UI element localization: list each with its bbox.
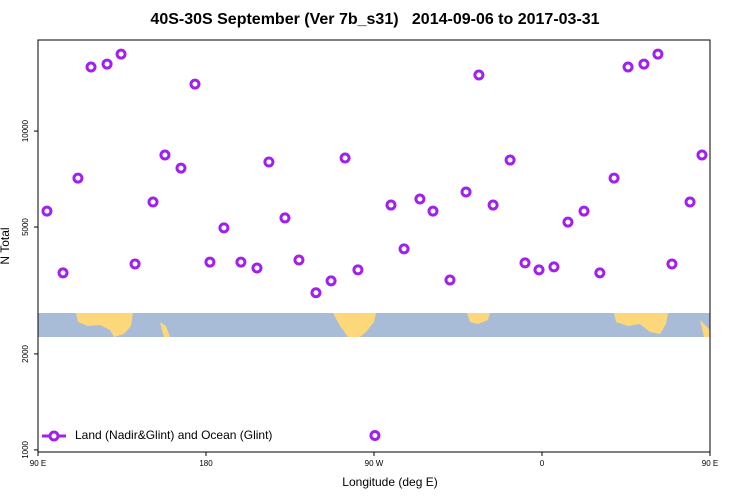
- y-tick-label: 5000: [21, 218, 30, 236]
- point: [473, 69, 485, 81]
- point: [533, 264, 545, 276]
- point: [129, 258, 141, 270]
- chart-title: 40S-30S September (Ver 7b_s31) 2014-09-0…: [150, 11, 599, 28]
- point: [460, 186, 472, 198]
- point: [147, 196, 159, 208]
- legend-label: Land (Nadir&Glint) and Ocean (Glint): [75, 428, 272, 442]
- point: [398, 243, 410, 255]
- point: [414, 193, 426, 205]
- point: [85, 61, 97, 73]
- x-tick-label: 90 E: [30, 459, 46, 468]
- point: [115, 48, 127, 60]
- point: [652, 48, 664, 60]
- y-axis-label: N Total: [0, 227, 12, 264]
- map-strip: [38, 313, 710, 337]
- point: [684, 196, 696, 208]
- point: [204, 256, 216, 268]
- x-tick-label: 0: [540, 459, 545, 468]
- point: [41, 205, 53, 217]
- point: [594, 267, 606, 279]
- point: [310, 287, 322, 299]
- point: [427, 205, 439, 217]
- point: [666, 258, 678, 270]
- legend-marker: [48, 430, 60, 442]
- point: [444, 274, 456, 286]
- point: [696, 149, 708, 161]
- point: [578, 205, 590, 217]
- x-tick-label: 90 E: [702, 459, 718, 468]
- point: [638, 58, 650, 70]
- x-tick-label: 180: [199, 459, 213, 468]
- point: [293, 254, 305, 266]
- point: [235, 256, 247, 268]
- point: [101, 58, 113, 70]
- point: [487, 199, 499, 211]
- y-tick-label: 1000: [21, 440, 30, 458]
- point: [57, 267, 69, 279]
- point: [622, 61, 634, 73]
- point: [218, 222, 230, 234]
- point: [352, 264, 364, 276]
- point: [279, 212, 291, 224]
- point: [562, 216, 574, 228]
- x-axis-label: Longitude (deg E): [342, 475, 437, 489]
- point: [519, 257, 531, 269]
- point: [504, 154, 516, 166]
- y-tick-label: 2000: [21, 344, 30, 362]
- point: [175, 162, 187, 174]
- point: [251, 262, 263, 274]
- point: [369, 429, 381, 441]
- point: [339, 152, 351, 164]
- point: [548, 261, 560, 273]
- point: [72, 172, 84, 184]
- y-tick-label: 10000: [21, 119, 30, 142]
- point: [325, 275, 337, 287]
- point: [159, 149, 171, 161]
- point: [263, 156, 275, 168]
- plot-frame: [37, 39, 711, 453]
- x-tick-label: 90 W: [365, 459, 384, 468]
- point: [385, 199, 397, 211]
- point: [608, 172, 620, 184]
- point: [189, 78, 201, 90]
